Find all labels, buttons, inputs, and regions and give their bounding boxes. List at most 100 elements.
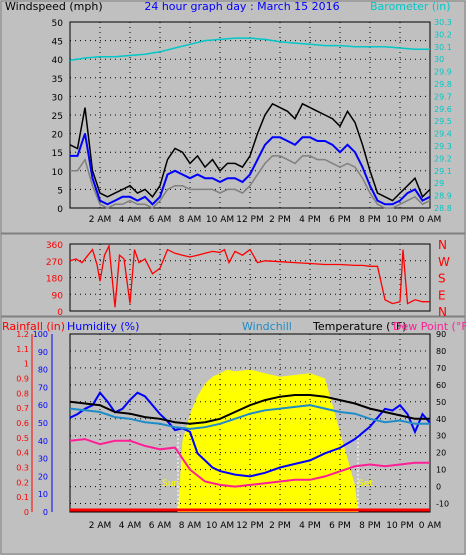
time-tick-label: 2 PM — [269, 521, 291, 531]
dew-point-line — [69, 438, 430, 488]
time-tick-label: 6 PM — [329, 521, 351, 531]
windchill-label: Windchill — [242, 320, 292, 333]
direction-degree-label: 180 — [46, 275, 63, 285]
temperature-axis-label: Temperature (°F) — [312, 320, 407, 333]
humidity-tick-label: 80 — [38, 366, 48, 375]
temperature-tick-label: 20 — [436, 449, 446, 458]
humidity-tick-label: 20 — [38, 472, 48, 481]
time-tick-label: 4 AM — [119, 215, 142, 225]
temperature-tick-label: 40 — [436, 415, 446, 424]
compass-label: W — [438, 255, 450, 269]
time-tick-label: 10 AM — [206, 215, 234, 225]
temperature-tick-label: 0 — [436, 483, 441, 492]
humidity-tick-label: 100 — [33, 330, 48, 339]
barometer-tick-label: 28.9 — [434, 192, 452, 201]
time-tick-label: 4 PM — [299, 521, 321, 531]
barometer-tick-label: 29.8 — [434, 80, 452, 89]
direction-degree-label: 360 — [46, 241, 63, 251]
humidity-tick-label: 30 — [38, 455, 48, 464]
wind-speed-line — [70, 133, 431, 206]
rainfall-tick-label: 0.7 — [16, 404, 29, 413]
windspeed-tick-label: 10 — [52, 168, 64, 178]
temperature-tick-label: -10 — [436, 500, 449, 509]
compass-label: E — [438, 288, 446, 302]
time-tick-label: 6 AM — [149, 521, 172, 531]
rainfall-tick-label: 0.5 — [16, 434, 29, 443]
temperature-line — [69, 394, 430, 425]
temperature-tick-label: 70 — [436, 364, 446, 373]
wind-avg-line — [70, 155, 431, 209]
temperature-tick-label: 10 — [436, 466, 446, 475]
time-tick-label: 4 AM — [119, 521, 142, 531]
temperature-panel: Rainfall (in) Humidity (%) Windchill Tem… — [0, 316, 466, 555]
barometer-tick-label: 29.3 — [434, 142, 452, 151]
windspeed-tick-label: 5 — [57, 186, 63, 196]
windchill-line — [69, 404, 430, 430]
time-tick-label: 10 PM — [386, 521, 414, 531]
time-tick-label: 12 PM — [236, 521, 264, 531]
direction-degree-label: 270 — [46, 258, 63, 268]
rainfall-tick-label: 0.2 — [16, 478, 29, 487]
time-tick-label: 8 PM — [359, 215, 381, 225]
humidity-tick-label: 0 — [43, 508, 48, 517]
rainfall-tick-label: 0.6 — [16, 419, 29, 428]
rainfall-tick-label: 0.4 — [16, 449, 29, 458]
rainfall-tick-label: 0 — [24, 508, 29, 517]
humidity-tick-label: 90 — [38, 348, 48, 357]
time-tick-label: 4 PM — [299, 215, 321, 225]
time-tick-label: 8 AM — [179, 215, 202, 225]
windspeed-tick-label: 40 — [52, 56, 64, 66]
time-tick-label: 2 AM — [89, 521, 112, 531]
humidity-tick-label: 10 — [38, 490, 48, 499]
time-tick-label: 6 PM — [329, 215, 351, 225]
temperature-tick-label: 90 — [436, 330, 446, 339]
barometer-tick-label: 29.4 — [434, 130, 452, 139]
humidity-axis-label: Humidity (%) — [67, 320, 139, 333]
time-tick-label: 0 AM — [419, 521, 442, 531]
barometer-tick-label: 29.1 — [434, 167, 452, 176]
windspeed-tick-label: 50 — [52, 19, 64, 29]
windspeed-tick-label: 20 — [52, 131, 64, 141]
direction-degree-label: 0 — [57, 308, 63, 318]
windspeed-axis-label: Windspeed (mph) — [5, 0, 103, 13]
compass-label: N — [438, 238, 447, 252]
compass-label: S — [438, 272, 446, 286]
time-tick-label: 6 AM — [149, 215, 172, 225]
chart-title: 24 hour graph day : March 15 2016 — [144, 0, 339, 13]
barometer-tick-label: 28.8 — [434, 204, 452, 213]
barometer-tick-label: 30.2 — [434, 30, 452, 39]
rainfall-tick-label: 1.1 — [16, 345, 29, 354]
direction-degree-label: 90 — [52, 291, 64, 301]
humidity-tick-label: 50 — [38, 419, 48, 428]
windspeed-tick-label: 0 — [57, 205, 63, 215]
windspeed-tick-label: 35 — [52, 75, 63, 85]
time-tick-label: 12 PM — [236, 215, 264, 225]
time-tick-label: 10 AM — [206, 521, 234, 531]
time-tick-label: 2 PM — [269, 215, 291, 225]
windspeed-tick-label: 45 — [52, 38, 63, 48]
compass-label: N — [438, 305, 447, 319]
barometer-tick-label: 29.7 — [434, 92, 452, 101]
barometer-tick-label: 29 — [434, 179, 444, 188]
wind-direction-panel: 0 N 90 E 180 S 270 W 360 N — [0, 233, 466, 319]
temperature-tick-label: 80 — [436, 347, 446, 356]
humidity-tick-label: 70 — [38, 383, 48, 392]
rainfall-tick-label: 1 — [24, 360, 29, 369]
dewpoint-axis-label: Dew Point (°F) — [393, 320, 466, 333]
barometer-tick-label: 30 — [434, 55, 444, 64]
windspeed-tick-label: 15 — [52, 149, 63, 159]
sunrise-label: Sun R — [162, 479, 188, 489]
rainfall-tick-label: 1.2 — [16, 330, 29, 339]
time-tick-label: 2 AM — [89, 215, 112, 225]
wind-gust-line — [69, 102, 431, 202]
time-tick-label: 8 AM — [179, 521, 202, 531]
rainfall-axis-label: Rainfall (in) — [2, 320, 65, 333]
time-tick-label: 8 PM — [359, 521, 381, 531]
humidity-tick-label: 40 — [38, 437, 48, 446]
rainfall-tick-label: 0.8 — [16, 389, 29, 398]
rainfall-tick-label: 0.1 — [16, 493, 29, 502]
barometer-axis-label: Barometer (in) — [370, 0, 451, 13]
wind-baro-panel: 24 hour graph day : March 15 2016 Windsp… — [0, 0, 466, 234]
barometer-tick-label: 29.9 — [434, 68, 452, 77]
